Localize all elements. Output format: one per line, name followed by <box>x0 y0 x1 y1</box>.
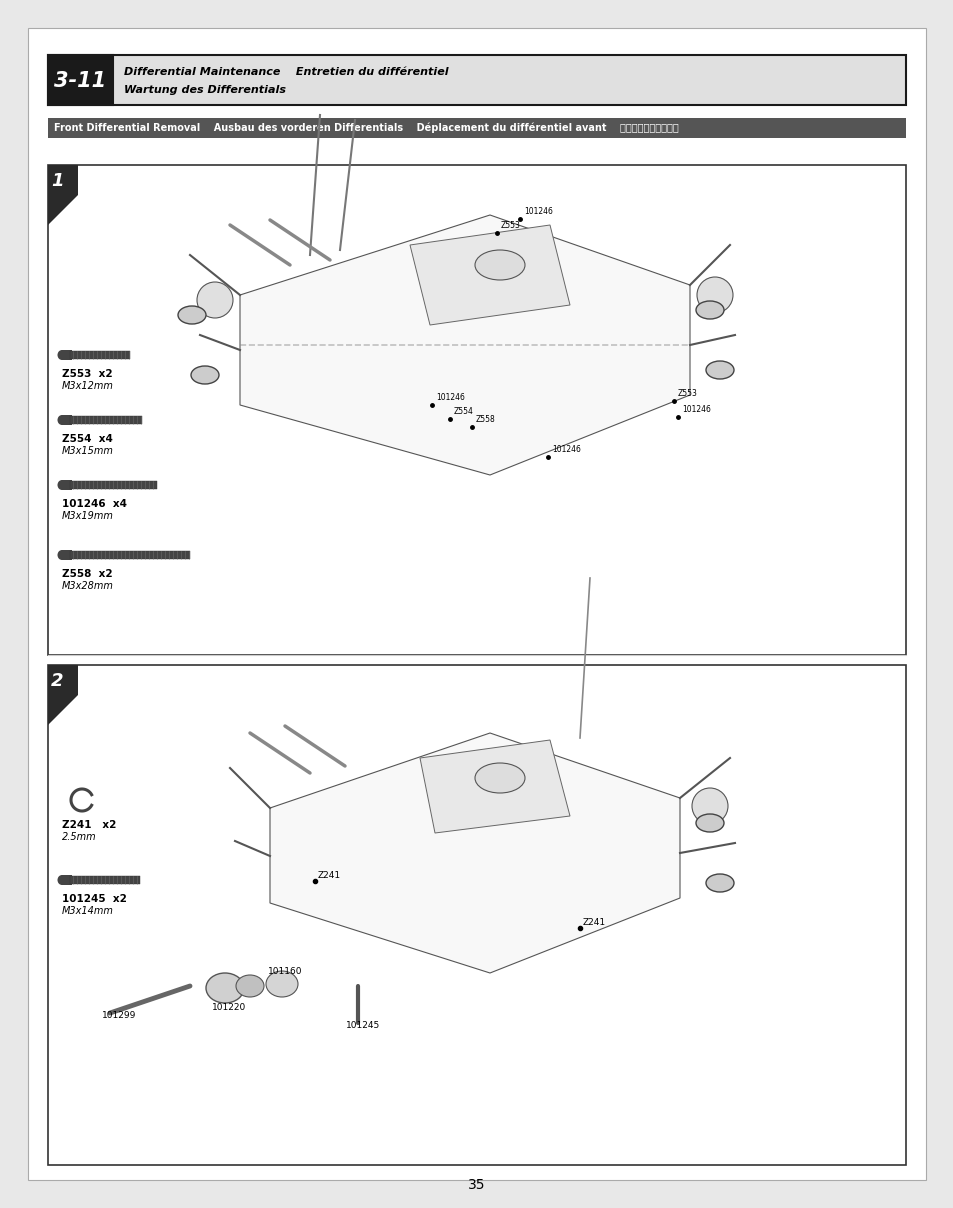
Bar <box>48 664 905 1165</box>
Polygon shape <box>48 695 78 725</box>
Text: 101299: 101299 <box>102 1011 136 1020</box>
Bar <box>48 56 112 105</box>
Text: Z558: Z558 <box>476 416 496 424</box>
Ellipse shape <box>235 975 264 997</box>
Polygon shape <box>410 225 569 325</box>
Text: Z241   x2: Z241 x2 <box>62 820 116 830</box>
Text: 101220: 101220 <box>212 1003 246 1012</box>
Ellipse shape <box>57 480 67 490</box>
Text: Z554  x4: Z554 x4 <box>62 434 112 445</box>
Ellipse shape <box>266 971 297 997</box>
Text: Z554: Z554 <box>454 407 474 416</box>
Ellipse shape <box>191 366 219 384</box>
Ellipse shape <box>57 350 67 360</box>
Ellipse shape <box>206 972 244 1003</box>
Ellipse shape <box>705 361 733 379</box>
Text: 2.5mm: 2.5mm <box>62 832 96 842</box>
Text: 3-11: 3-11 <box>54 71 106 91</box>
Ellipse shape <box>696 814 723 832</box>
Text: 101160: 101160 <box>268 966 302 976</box>
Text: Z558  x2: Z558 x2 <box>62 569 112 579</box>
Ellipse shape <box>696 301 723 319</box>
Ellipse shape <box>705 875 733 892</box>
Bar <box>70 481 157 489</box>
Ellipse shape <box>57 875 67 885</box>
Bar <box>62 350 71 360</box>
Text: Z553: Z553 <box>500 221 520 230</box>
Text: Z241: Z241 <box>317 871 341 879</box>
Bar <box>62 875 71 885</box>
Text: 101245  x2: 101245 x2 <box>62 894 127 904</box>
Ellipse shape <box>475 250 524 280</box>
Text: Z241: Z241 <box>582 918 605 927</box>
Bar <box>48 664 78 695</box>
Ellipse shape <box>475 763 524 792</box>
Text: 1: 1 <box>51 172 63 190</box>
Text: M3x14mm: M3x14mm <box>62 906 113 916</box>
Bar <box>62 416 71 425</box>
Circle shape <box>697 277 732 313</box>
Bar <box>48 56 905 105</box>
Text: 101246: 101246 <box>436 393 464 402</box>
Text: Front Differential Removal    Ausbau des vorderen Differentials    Déplacement d: Front Differential Removal Ausbau des vo… <box>54 123 678 133</box>
Text: 35: 35 <box>468 1178 485 1192</box>
Polygon shape <box>48 194 78 225</box>
Text: Z553  x2: Z553 x2 <box>62 368 112 379</box>
Text: 101246  x4: 101246 x4 <box>62 499 127 509</box>
Bar <box>48 118 905 138</box>
Ellipse shape <box>178 306 206 324</box>
Polygon shape <box>240 215 689 475</box>
Text: 101246: 101246 <box>552 445 580 454</box>
Text: Z553: Z553 <box>678 389 698 397</box>
Bar <box>62 480 71 490</box>
Circle shape <box>196 281 233 318</box>
Text: M3x19mm: M3x19mm <box>62 511 113 521</box>
Bar <box>70 416 142 424</box>
Text: Differential Maintenance    Entretien du différentiel: Differential Maintenance Entretien du di… <box>124 66 448 77</box>
Bar <box>62 550 71 561</box>
Bar <box>48 165 905 655</box>
Bar <box>70 876 140 884</box>
Text: M3x28mm: M3x28mm <box>62 581 113 591</box>
Ellipse shape <box>57 416 67 425</box>
Polygon shape <box>419 741 569 834</box>
Bar <box>70 551 190 559</box>
Text: M3x12mm: M3x12mm <box>62 381 113 391</box>
Circle shape <box>691 788 727 824</box>
Text: 2: 2 <box>51 672 63 690</box>
Text: 101246: 101246 <box>523 207 553 216</box>
Bar <box>48 165 78 194</box>
Text: Wartung des Differentials: Wartung des Differentials <box>124 85 286 95</box>
Text: 101246: 101246 <box>681 405 710 414</box>
Polygon shape <box>270 733 679 972</box>
Bar <box>70 352 130 359</box>
Ellipse shape <box>57 550 67 561</box>
Text: M3x15mm: M3x15mm <box>62 446 113 455</box>
Text: 101245: 101245 <box>346 1021 380 1030</box>
